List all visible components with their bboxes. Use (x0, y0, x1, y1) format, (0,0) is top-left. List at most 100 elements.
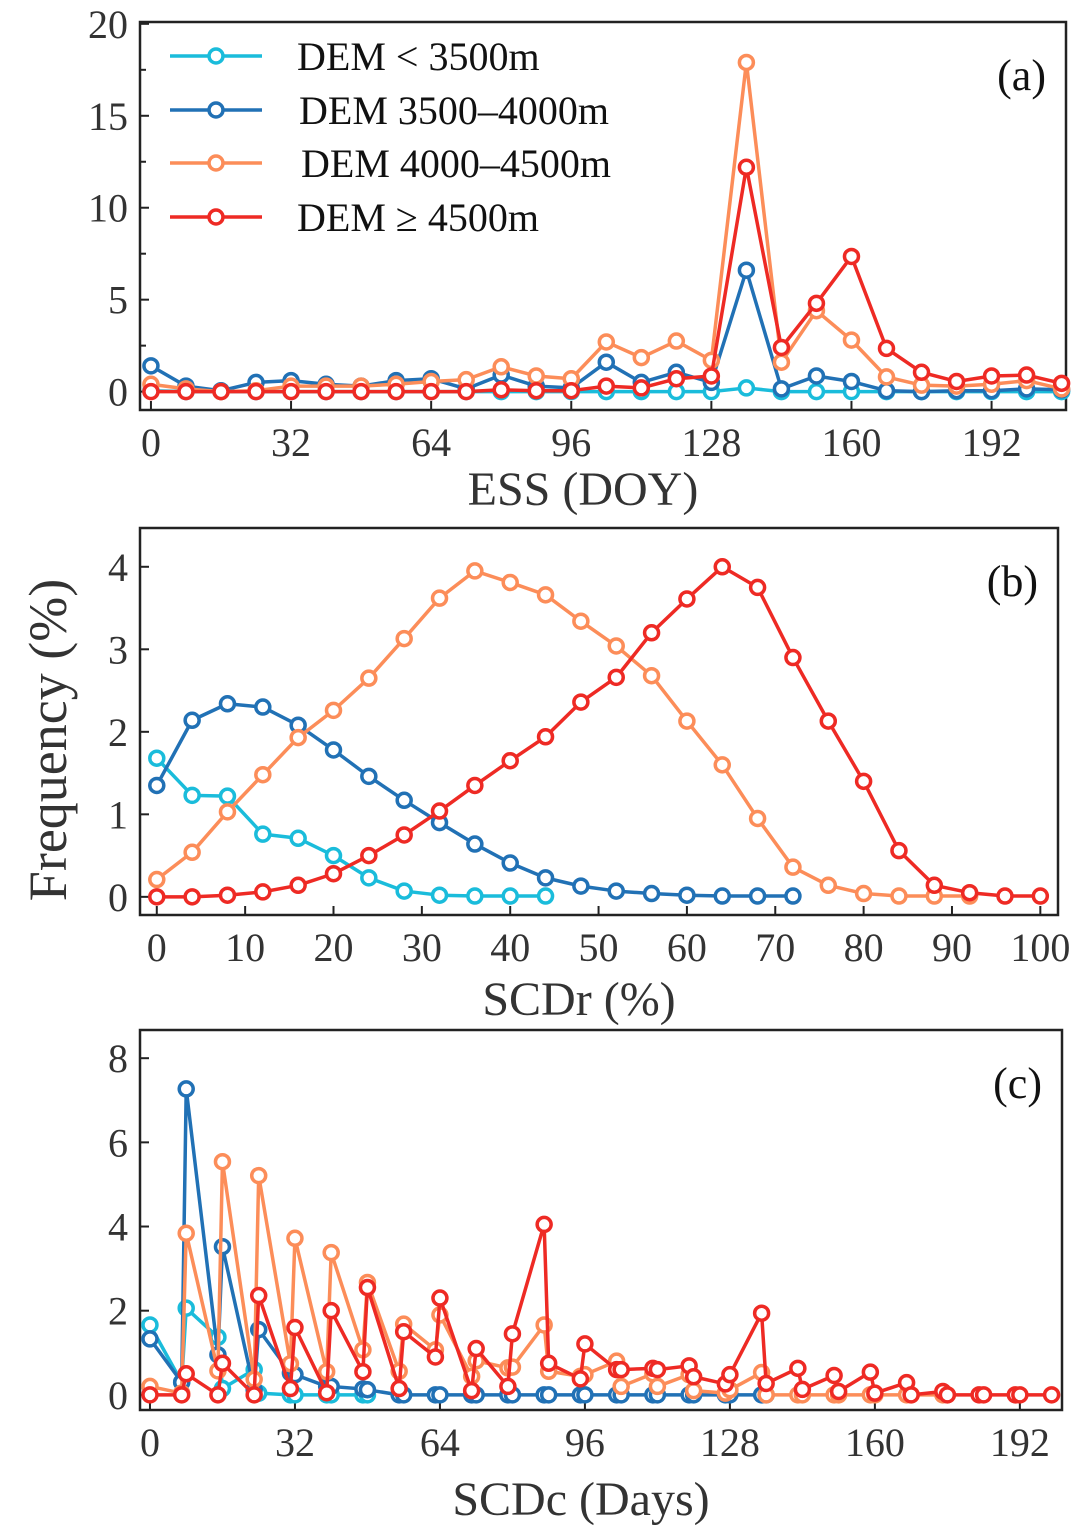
data-point (466, 562, 484, 580)
data-point (648, 1377, 667, 1396)
data-point (925, 876, 944, 895)
y-tick-label: 15 (88, 94, 128, 139)
legend-marker (207, 208, 225, 226)
data-point (576, 1335, 594, 1353)
data-point (183, 711, 201, 730)
data-point (854, 884, 873, 903)
data-point (721, 1365, 739, 1384)
x-axis-label: SCDc (Days) (452, 1473, 709, 1526)
data-point (142, 382, 160, 401)
x-tick-label: 128 (700, 1420, 760, 1465)
data-point (148, 870, 166, 889)
data-point (183, 843, 201, 862)
data-point (466, 835, 484, 853)
legend: DEM < 3500m DEM 3500–4000m DEM 4000–4500m D… (170, 34, 611, 240)
data-point (317, 382, 335, 401)
data-point (457, 382, 475, 401)
data-point (209, 1386, 227, 1404)
data-point (431, 1289, 449, 1307)
data-point (358, 1381, 377, 1399)
data-point (678, 712, 696, 730)
data-point (642, 624, 661, 642)
data-point (877, 368, 896, 386)
panel-label: (c) (993, 1059, 1042, 1108)
data-point (183, 786, 201, 805)
data-point (866, 1384, 884, 1402)
data-point (1011, 1386, 1029, 1404)
data-point (281, 1379, 300, 1398)
data-point (1017, 366, 1036, 384)
data-point (772, 338, 791, 357)
data-point (142, 357, 160, 375)
data-point (960, 883, 979, 902)
y-tick-label: 0 (108, 370, 128, 415)
data-point (784, 858, 802, 876)
data-point (213, 1152, 232, 1171)
data-point (430, 802, 449, 820)
data-point (861, 1363, 880, 1381)
data-point (642, 884, 661, 903)
data-point (539, 1354, 558, 1373)
x-tick-label: 0 (141, 420, 161, 465)
x-tick-label: 192 (990, 1420, 1050, 1465)
data-point (286, 1318, 304, 1337)
x-tick-label: 64 (420, 1420, 460, 1465)
x-tick-label: 160 (845, 1420, 905, 1465)
data-point (172, 1386, 191, 1404)
x-tick-label: 32 (275, 1420, 315, 1465)
data-point (245, 1386, 263, 1404)
data-point (322, 1301, 340, 1320)
data-point (597, 377, 616, 395)
data-point (597, 353, 616, 371)
series-line (155, 569, 970, 898)
data-point (395, 629, 413, 648)
data-point (358, 1278, 377, 1297)
data-point (772, 380, 791, 398)
data-point (430, 589, 449, 607)
x-axis-label: ESS (DOY) (468, 463, 699, 516)
data-point (576, 1386, 594, 1404)
data-point (784, 648, 802, 667)
legend-marker (207, 154, 225, 172)
data-point (667, 369, 686, 388)
data-point (422, 382, 440, 401)
data-point (218, 695, 237, 713)
x-tick-label: 80 (844, 925, 884, 970)
panel-b: 0 10 20 30 40 50 60 70 80 90 100 0 1 2 3 4 SCDr (%) (b) (108, 526, 1070, 1026)
data-point (842, 331, 861, 349)
data-point (141, 1316, 159, 1334)
data-point (612, 1360, 630, 1379)
legend-label: DEM 4000–4500m (301, 141, 611, 186)
x-tick-label: 128 (681, 420, 741, 465)
data-point (789, 1359, 807, 1378)
data-point (748, 578, 767, 597)
data-point (254, 698, 272, 716)
x-tick-label: 64 (411, 420, 451, 465)
data-point (536, 728, 555, 746)
data-point (684, 1368, 703, 1386)
data-point (141, 1330, 159, 1348)
data-point (1052, 374, 1071, 393)
legend-label: DEM < 3500m (297, 34, 540, 79)
data-point (890, 887, 908, 905)
data-point (148, 888, 166, 906)
data-point (819, 876, 838, 895)
data-point (632, 379, 651, 397)
data-point (807, 294, 826, 313)
data-point (324, 701, 343, 720)
data-point (466, 776, 484, 795)
data-point (501, 573, 519, 592)
data-point (467, 1339, 485, 1358)
panel-c: 0 32 64 96 128 160 192 0 2 4 6 8 SCDc (Days) (c) (108, 1028, 1064, 1526)
data-point (829, 1382, 848, 1401)
data-point (218, 886, 237, 904)
data-point (499, 1377, 517, 1396)
data-point (282, 382, 300, 401)
data-point (249, 1166, 268, 1185)
data-point (536, 586, 555, 604)
data-point (141, 1386, 159, 1404)
data-point (572, 693, 590, 711)
y-tick-label: 4 (108, 545, 128, 590)
legend-label: DEM 3500–4000m (299, 88, 609, 133)
data-point (842, 372, 861, 391)
